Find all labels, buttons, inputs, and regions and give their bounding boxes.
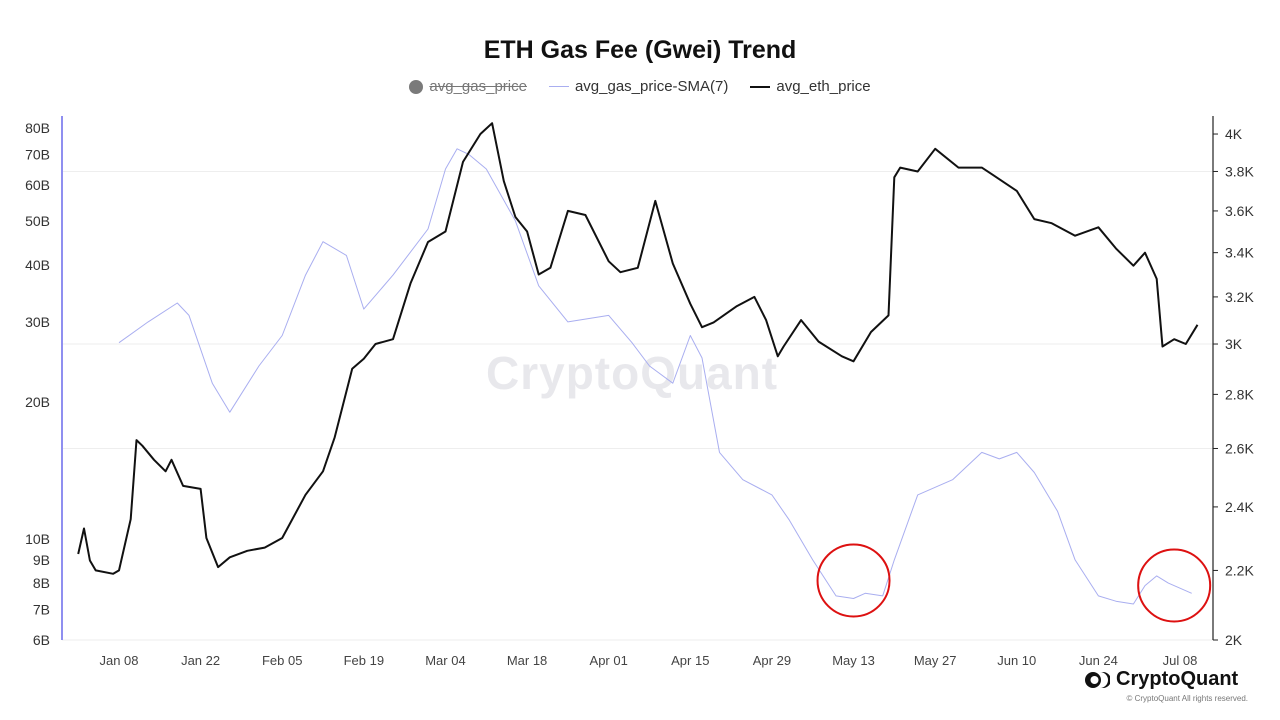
left-tick-label: 70B	[25, 146, 50, 162]
right-tick-label: 2K	[1225, 632, 1243, 648]
axes	[61, 116, 1214, 640]
x-tick-label: May 13	[832, 653, 875, 668]
legend-item-avg-gas-price[interactable]: avg_gas_price	[409, 78, 527, 95]
legend-line-icon	[548, 86, 569, 87]
highlight-circle-2	[1137, 548, 1212, 623]
right-tick-label: 3K	[1225, 336, 1243, 352]
legend-label: avg_gas_price-SMA(7)	[574, 78, 729, 95]
brand-name: CryptoQuant	[1116, 668, 1239, 690]
series-line-avg-gas-price-sma-7-	[118, 148, 1192, 605]
right-tick-label: 3.2K	[1225, 289, 1254, 305]
left-tick-label: 10B	[25, 531, 50, 547]
right-tick-label: 3.4K	[1225, 245, 1254, 261]
left-tick-label: 30B	[25, 314, 50, 330]
left-tick-label: 7B	[33, 602, 50, 618]
x-tick-label: Jul 08	[1163, 653, 1198, 668]
legend-line-icon	[750, 85, 771, 88]
cryptoquant-logo-icon	[1084, 669, 1111, 691]
x-tick-label: Jan 22	[181, 653, 220, 668]
series-lines	[77, 122, 1199, 605]
x-tick-label: Jun 10	[997, 653, 1036, 668]
right-tick-label: 2.6K	[1225, 440, 1254, 456]
copyright-text: © CryptoQuant All rights reserved.	[1126, 694, 1249, 703]
x-axis-ticks: Jan 08 Jan 22 Feb 05 Feb 19 Mar 04 Mar 18 Apr …	[99, 653, 1197, 668]
left-tick-label: 20B	[25, 394, 50, 410]
left-tick-label: 60B	[25, 177, 50, 193]
x-tick-label: Apr 29	[753, 653, 791, 668]
legend-label: avg_eth_price	[776, 78, 871, 95]
series-line-avg-eth-price	[77, 122, 1199, 575]
left-tick-label: 6B	[33, 632, 50, 648]
annotations	[816, 543, 1212, 623]
grid-lines	[62, 170, 1213, 641]
right-tick-label: 2.4K	[1225, 499, 1254, 515]
legend-item-avg-gas-price-sma[interactable]: avg_gas_price-SMA(7)	[548, 78, 729, 95]
x-tick-label: Jan 08	[99, 653, 138, 668]
right-tick-label: 2.8K	[1225, 386, 1254, 402]
right-axis-ticks: 2K 2.2K 2.4K 2.6K 2.8K 3K 3.2K 3.4K 3.6K 3.8K 4K	[1213, 126, 1254, 648]
left-tick-label: 9B	[33, 552, 50, 568]
left-tick-label: 40B	[25, 257, 50, 273]
x-tick-label: Feb 05	[262, 653, 302, 668]
legend-dot-icon	[409, 79, 424, 94]
x-tick-label: Apr 15	[671, 653, 709, 668]
x-tick-label: Jun 24	[1079, 653, 1118, 668]
left-axis-ticks: 6B 7B 8B 9B 10B 20B 30B 40B 50B 60B 70B 80B	[25, 120, 50, 648]
x-tick-label: Feb 19	[344, 653, 384, 668]
legend-item-avg-eth-price[interactable]: avg_eth_price	[750, 78, 871, 95]
x-tick-label: Apr 01	[590, 653, 628, 668]
brand-logo: CryptoQuant	[1084, 668, 1238, 691]
legend-label: avg_gas_price	[429, 78, 527, 95]
right-tick-label: 2.2K	[1225, 562, 1254, 578]
right-tick-label: 3.6K	[1225, 203, 1254, 219]
left-tick-label: 80B	[25, 120, 50, 136]
watermark: CryptoQuant	[486, 347, 779, 399]
chart-title: ETH Gas Fee (Gwei) Trend	[483, 36, 797, 64]
x-tick-label: Mar 18	[507, 653, 547, 668]
x-tick-label: May 27	[914, 653, 957, 668]
highlight-circle-1	[816, 543, 891, 618]
left-tick-label: 50B	[25, 213, 50, 229]
chart-legend: avg_gas_price avg_gas_price-SMA(7) avg_e…	[0, 78, 1280, 95]
left-tick-label: 8B	[33, 575, 50, 591]
right-tick-label: 3.8K	[1225, 163, 1254, 179]
x-tick-label: Mar 04	[425, 653, 465, 668]
right-tick-label: 4K	[1225, 126, 1243, 142]
